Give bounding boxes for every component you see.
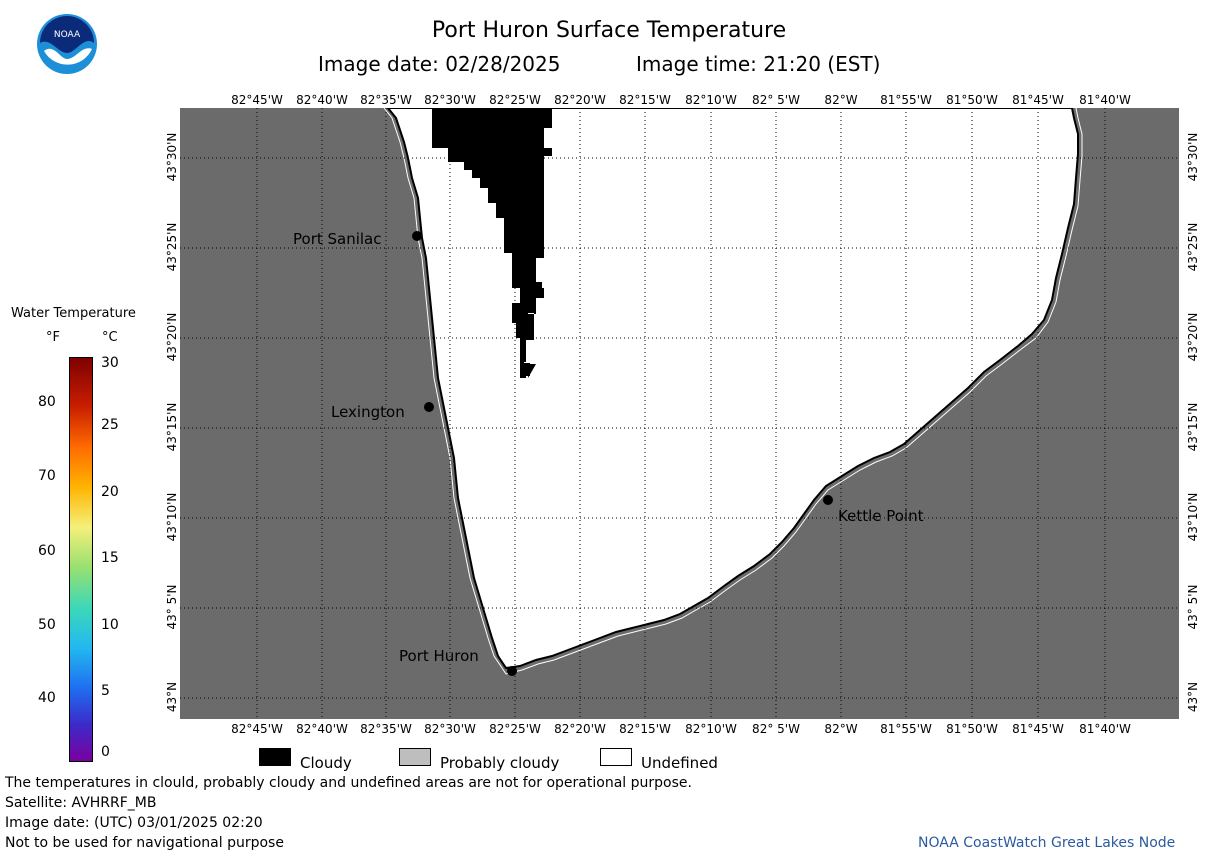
- longitude-label: 82°20'W: [554, 722, 606, 736]
- longitude-label: 82° 5'W: [752, 722, 800, 736]
- longitude-label: 82°15'W: [619, 93, 671, 107]
- satellite-info: Satellite: AVHRRF_MB: [5, 795, 157, 811]
- noaa-logo-icon: NOAA: [37, 14, 97, 74]
- latitude-label: 43°10'N: [1186, 492, 1200, 542]
- fahrenheit-tick: 40: [38, 690, 56, 706]
- image-date: Image date: 02/28/2025: [318, 52, 561, 76]
- longitude-label: 81°55'W: [880, 722, 932, 736]
- celsius-tick: 20: [101, 484, 119, 500]
- celsius-tick: 15: [101, 550, 119, 566]
- fahrenheit-tick: 50: [38, 617, 56, 633]
- latitude-label: 43°30'N: [1186, 132, 1200, 182]
- latitude-label: 43°30'N: [165, 132, 179, 182]
- longitude-label: 82° 5'W: [752, 93, 800, 107]
- map-title: Port Huron Surface Temperature: [431, 18, 787, 43]
- place-port-huron: Port Huron: [399, 647, 479, 665]
- legend-title: Water Temperature: [11, 306, 136, 321]
- legend-undefined-swatch: [600, 748, 632, 766]
- longitude-label: 82°W: [824, 722, 858, 736]
- latitude-label: 43°15'N: [1186, 402, 1200, 452]
- longitude-label: 82°45'W: [231, 93, 283, 107]
- longitude-label: 82°30'W: [424, 93, 476, 107]
- place-markers: [412, 231, 833, 676]
- graticule: [180, 108, 1179, 719]
- marker-port-huron: [507, 666, 517, 676]
- map-canvas: [180, 108, 1179, 719]
- fahrenheit-tick: 60: [38, 543, 56, 559]
- longitude-label: 81°45'W: [1012, 722, 1064, 736]
- longitude-label: 81°50'W: [946, 722, 998, 736]
- longitude-label: 82°25'W: [489, 722, 541, 736]
- utc-date: Image date: (UTC) 03/01/2025 02:20: [5, 815, 263, 831]
- fahrenheit-tick: 70: [38, 468, 56, 484]
- latitude-label: 43°N: [165, 681, 179, 713]
- place-port-sanilac: Port Sanilac: [293, 230, 382, 248]
- credit-line: NOAA CoastWatch Great Lakes Node: [918, 835, 1176, 851]
- longitude-label: 82°40'W: [296, 93, 348, 107]
- celsius-tick: 10: [101, 617, 119, 633]
- longitude-label: 82°20'W: [554, 93, 606, 107]
- longitude-label: 82°15'W: [619, 722, 671, 736]
- legend-cloudy-label: Cloudy: [300, 754, 352, 772]
- latitude-label: 43° 5'N: [165, 584, 179, 630]
- navigation-warning: Not to be used for navigational purpose: [5, 835, 284, 851]
- longitude-label: 82°10'W: [685, 722, 737, 736]
- celsius-tick: 30: [101, 355, 119, 371]
- disclaimer: The temperatures in clould, probably clo…: [5, 775, 692, 791]
- unit-fahrenheit: °F: [46, 330, 60, 345]
- logo-text: NOAA: [54, 30, 81, 40]
- image-time: Image time: 21:20 (EST): [636, 52, 881, 76]
- longitude-label: 82°10'W: [685, 93, 737, 107]
- latitude-label: 43° 5'N: [1186, 584, 1200, 630]
- marker-kettle-point: [823, 495, 833, 505]
- longitude-label: 82°W: [824, 93, 858, 107]
- latitude-label: 43°20'N: [165, 312, 179, 362]
- longitude-label: 82°35'W: [360, 722, 412, 736]
- legend-probably-cloudy-swatch: [399, 748, 431, 766]
- longitude-label: 81°40'W: [1079, 93, 1131, 107]
- longitude-label: 82°45'W: [231, 722, 283, 736]
- place-lexington: Lexington: [331, 403, 405, 421]
- legend-probably-cloudy-label: Probably cloudy: [440, 754, 560, 772]
- longitude-label: 81°55'W: [880, 93, 932, 107]
- latitude-label: 43°N: [1186, 681, 1200, 713]
- latitude-label: 43°15'N: [165, 402, 179, 452]
- legend-undefined-label: Undefined: [641, 754, 718, 772]
- celsius-tick: 25: [101, 417, 119, 433]
- longitude-label: 82°35'W: [360, 93, 412, 107]
- latitude-label: 43°25'N: [165, 222, 179, 272]
- longitude-label: 81°45'W: [1012, 93, 1064, 107]
- latitude-label: 43°20'N: [1186, 312, 1200, 362]
- marker-lexington: [424, 402, 434, 412]
- longitude-label: 82°25'W: [489, 93, 541, 107]
- latitude-label: 43°10'N: [165, 492, 179, 542]
- place-kettle-point: Kettle Point: [838, 507, 924, 525]
- marker-port-sanilac: [412, 231, 422, 241]
- longitude-label: 82°40'W: [296, 722, 348, 736]
- longitude-label: 81°40'W: [1079, 722, 1131, 736]
- longitude-label: 81°50'W: [946, 93, 998, 107]
- latitude-label: 43°25'N: [1186, 222, 1200, 272]
- longitude-label: 82°30'W: [424, 722, 476, 736]
- temperature-color-scale: [69, 357, 93, 762]
- celsius-tick: 0: [101, 744, 110, 760]
- fahrenheit-tick: 80: [38, 394, 56, 410]
- unit-celsius: °C: [102, 330, 118, 345]
- celsius-tick: 5: [101, 683, 110, 699]
- legend-cloudy-swatch: [259, 748, 291, 766]
